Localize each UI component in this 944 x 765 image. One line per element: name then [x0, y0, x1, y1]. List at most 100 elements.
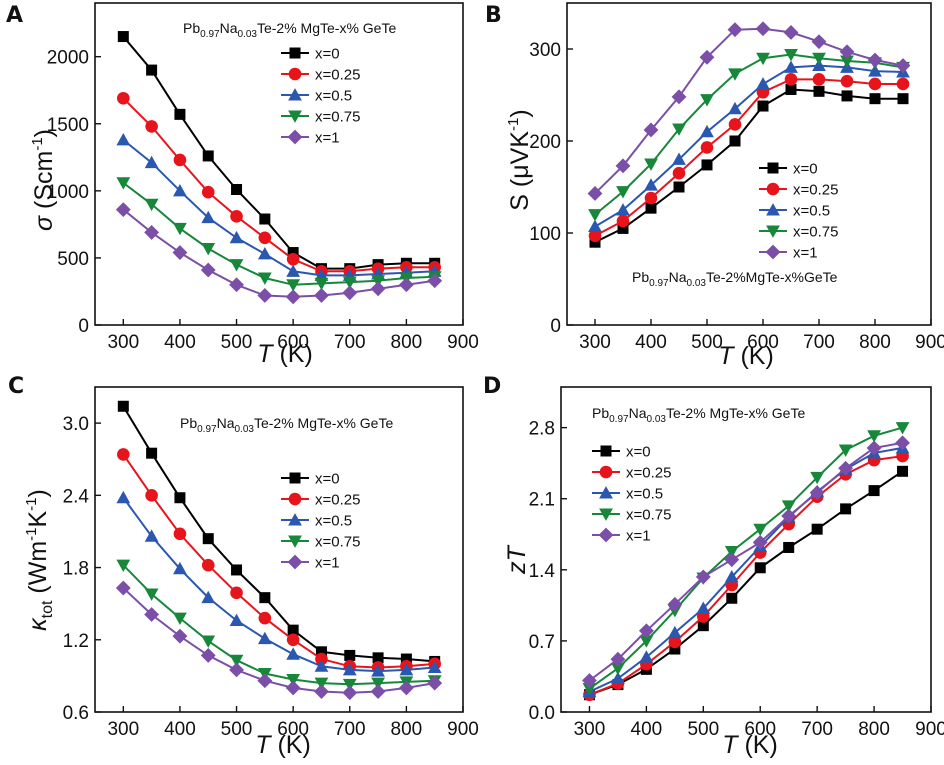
- panel-c-series-line: [122, 405, 435, 663]
- panel-b-xtick-label: 500: [691, 332, 723, 353]
- panel-b-xtick-label: 700: [803, 332, 835, 353]
- panel-c-data-point: [144, 529, 159, 542]
- panel-d-data-point: [781, 500, 796, 513]
- panel-a-data-point: [258, 231, 272, 245]
- panel-b-data-point: [644, 191, 658, 205]
- panel-b-data-point: [671, 89, 687, 105]
- panel-c-data-point: [342, 662, 357, 676]
- panel-a-xtick-label: 700: [334, 332, 366, 353]
- panel-a-data-point: [342, 285, 358, 301]
- panel-b-ytick-label: 0: [550, 316, 561, 337]
- panel-b-ylabel: S (μVK-1): [505, 109, 534, 210]
- panel-a-xtick-label: 800: [391, 332, 423, 353]
- panel-d-data-point: [783, 541, 795, 553]
- panel-b-ytick-label: 200: [529, 132, 561, 153]
- panel-c-data-point: [229, 662, 244, 678]
- panel-b-data-point: [700, 141, 714, 154]
- panel-d-data-point: [611, 662, 625, 676]
- panel-a-composition: Pb0.97Na0.03Te-2% MgTe-x% GeTe: [183, 20, 396, 40]
- panel-c-data-point: [287, 624, 299, 636]
- panel-b-frame: [566, 2, 932, 326]
- panel-c-data-point: [115, 580, 131, 596]
- panel-c-data-point: [314, 684, 329, 699]
- panel-a-data-point: [286, 264, 301, 277]
- panel-d-data-point: [697, 620, 709, 632]
- panel-c-data-point: [286, 647, 301, 660]
- panel-a-data-point: [173, 222, 187, 236]
- panel-a-series-line: [122, 182, 435, 286]
- panel-c-data-point: [371, 664, 385, 677]
- panel-a-legend-marker: [288, 67, 302, 81]
- panel-d-axes: 300 400 500 600 700 800 900 0.0 0.7 1.4 2.1 2.8: [529, 386, 944, 740]
- panel-d-legend-marker: [599, 465, 613, 479]
- panel-a-series-line: [122, 139, 435, 277]
- panel-c-legend-marker: [288, 513, 302, 526]
- panel-c-legend: x=0 x=0.25 x=0.5 x=0.75 x=1: [281, 471, 360, 572]
- panel-a-axes: 300 400 500 600 700 800 900 0 500 1000 1500 2000: [47, 2, 479, 353]
- panel-d-ytick-label: 1.4: [529, 561, 556, 582]
- panel-b-legend-label: x=0.75: [793, 224, 838, 241]
- panel-d-data-point: [752, 534, 768, 550]
- panel-b-legend-marker: [765, 244, 781, 260]
- panel-a-ylabel: σ (Scm-1): [29, 129, 58, 231]
- panel-b-data-point: [812, 73, 826, 86]
- panel-b-legend-label: x=0: [793, 161, 818, 178]
- panel-b-xtick-label: 600: [747, 332, 779, 353]
- panel-c-ytick-label: 1.8: [63, 559, 89, 580]
- panel-b-data-point: [839, 44, 855, 60]
- panel-a-data-point: [115, 202, 131, 218]
- panel-b-series-line: [594, 78, 903, 237]
- panel-c-data-point: [173, 612, 187, 625]
- panel-b-data-point: [588, 209, 602, 222]
- panel-a-data-point: [286, 252, 300, 266]
- panel-b-data-point: [616, 203, 630, 216]
- panel-d-frame: [560, 386, 932, 713]
- panel-a-data-point: [144, 225, 160, 240]
- panel-b-data: [587, 21, 911, 248]
- panel-a-xtick-label: 400: [164, 332, 196, 353]
- panel-a-data-point: [314, 277, 329, 291]
- panel-a-series-line: [122, 35, 435, 270]
- panel-d-legend-marker: [599, 508, 613, 521]
- panel-b-legend-marker: [767, 162, 779, 174]
- panel-c-data-point: [286, 633, 300, 647]
- panel-d-data-point: [639, 650, 654, 663]
- panel-d-ytick-label: 2.1: [529, 490, 555, 511]
- panel-b-data-point: [700, 94, 714, 107]
- panel-d-series-line: [589, 470, 904, 696]
- panel-c-xlabel: T (K): [255, 731, 311, 759]
- panel-a-data-point: [173, 183, 187, 197]
- panel-d-data-point: [897, 465, 909, 477]
- panel-b-series-line: [594, 53, 904, 216]
- panel-c-data-point: [202, 533, 214, 545]
- panel-a-data-point: [398, 277, 414, 293]
- panel-b-data-point: [811, 34, 827, 50]
- panel-b-data-point: [728, 118, 742, 131]
- panel-c-data-point: [427, 675, 443, 691]
- panel-a-data-point: [201, 185, 215, 199]
- panel-b-legend-marker: [766, 182, 780, 196]
- panel-c-data-point: [342, 678, 357, 692]
- panel-a-legend-marker: [288, 110, 302, 123]
- panel-b-legend: x=0 x=0.25 x=0.5 x=0.75 x=1: [759, 161, 838, 262]
- panel-c-data-point: [342, 685, 358, 701]
- panel-c-data-point: [174, 492, 186, 504]
- panel-b-data-point: [672, 123, 686, 136]
- panel-b-data-point: [897, 93, 909, 105]
- panel-a-ytick-label: 1000: [47, 182, 89, 203]
- panel-d-data-point: [724, 546, 739, 559]
- panel-c-data-point: [145, 489, 158, 502]
- panel-c-legend-label: x=0.25: [315, 492, 360, 509]
- panel-c-data-point: [427, 660, 442, 673]
- panel-a-data: [115, 31, 443, 305]
- panel-d-data-point: [840, 503, 852, 515]
- panel-b-data-point: [615, 158, 631, 174]
- panel-a-data-point: [257, 247, 272, 260]
- panel-c-legend-label: x=0: [315, 471, 340, 488]
- panel-b-data-point: [868, 64, 882, 77]
- panel-b-composition: Pb0.97Na0.03Te-2%MgTe-x%GeTe: [632, 269, 838, 289]
- panel-b-series-line: [594, 64, 904, 228]
- panel-d-composition: Pb0.97Na0.03Te-2% MgTe-x% GeTe: [592, 405, 805, 425]
- panel-a-data-point: [314, 268, 329, 281]
- panel-a-data-point: [370, 281, 386, 297]
